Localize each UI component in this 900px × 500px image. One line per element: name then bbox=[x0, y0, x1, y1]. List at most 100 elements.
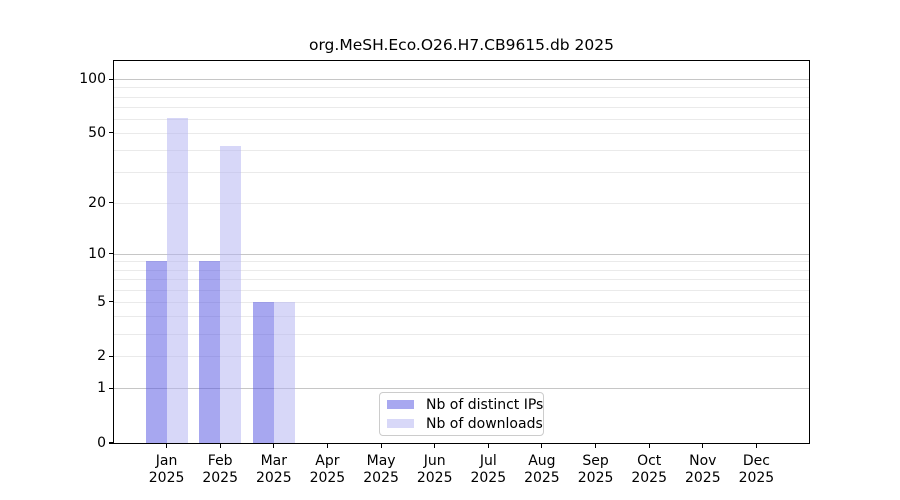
month-name: Jan bbox=[155, 453, 178, 469]
x-tick-oct bbox=[648, 443, 650, 448]
major-gridline-100 bbox=[114, 79, 809, 81]
y-tick-5 bbox=[109, 301, 114, 303]
y-tick-10 bbox=[109, 253, 114, 255]
minor-gridline-4 bbox=[114, 316, 809, 318]
x-tick-label-mar: Mar 2025 bbox=[242, 453, 306, 486]
x-tick-label-oct: Oct 2025 bbox=[617, 453, 681, 486]
x-tick-label-nov: Nov 2025 bbox=[671, 453, 735, 486]
legend-label-distinct-ips: Nb of distinct IPs bbox=[426, 396, 544, 413]
month-name: Oct bbox=[637, 453, 662, 469]
major-gridline-1 bbox=[114, 388, 809, 390]
minor-gridline-40 bbox=[114, 150, 809, 152]
y-tick-1 bbox=[109, 387, 114, 389]
month-name: Nov bbox=[689, 453, 717, 469]
minor-gridline-20 bbox=[114, 202, 809, 204]
legend: Nb of distinct IPs Nb of downloads bbox=[379, 392, 544, 436]
month-name: Feb bbox=[207, 453, 233, 469]
x-tick-apr bbox=[326, 443, 328, 448]
gridlines-layer bbox=[114, 61, 809, 443]
x-tick-label-dec: Dec 2025 bbox=[724, 453, 788, 486]
x-tick-label-jun: Jun 2025 bbox=[403, 453, 467, 486]
legend-swatch-distinct-ips bbox=[387, 399, 414, 410]
chart-title: org.MeSH.Eco.O26.H7.CB9615.db 2025 bbox=[308, 36, 615, 54]
bar-mar-distinct-ips bbox=[252, 301, 274, 443]
x-tick-label-aug: Aug 2025 bbox=[510, 453, 574, 486]
month-name: Dec bbox=[742, 453, 770, 469]
month-name: Apr bbox=[315, 453, 340, 469]
minor-gridline-3 bbox=[114, 333, 809, 335]
y-tick-50 bbox=[109, 132, 114, 134]
major-gridline-10 bbox=[114, 253, 809, 255]
month-name: Jun bbox=[423, 453, 446, 469]
x-tick-label-may: May 2025 bbox=[349, 453, 413, 486]
y-tick-0 bbox=[109, 442, 114, 444]
legend-swatch-downloads bbox=[387, 418, 414, 429]
x-tick-jun bbox=[434, 443, 436, 448]
minor-gridline-50 bbox=[114, 132, 809, 134]
month-year: 2025 bbox=[738, 469, 775, 486]
x-tick-aug bbox=[541, 443, 543, 448]
month-year: 2025 bbox=[684, 469, 721, 486]
x-tick-sep bbox=[595, 443, 597, 448]
x-tick-dec bbox=[755, 443, 757, 448]
x-tick-jan bbox=[166, 443, 168, 448]
x-tick-mar bbox=[273, 443, 275, 448]
month-year: 2025 bbox=[577, 469, 614, 486]
minor-gridline-6 bbox=[114, 289, 809, 291]
y-tick-20 bbox=[109, 202, 114, 204]
minor-gridline-70 bbox=[114, 106, 809, 108]
minor-gridline-30 bbox=[114, 172, 809, 174]
y-tick-label-10: 10 bbox=[88, 245, 106, 262]
x-tick-jul bbox=[487, 443, 489, 448]
plot-area bbox=[113, 60, 810, 444]
legend-entry-downloads: Nb of downloads bbox=[387, 417, 543, 431]
bar-jan-distinct-ips bbox=[145, 261, 167, 443]
month-year: 2025 bbox=[470, 469, 507, 486]
y-tick-label-1: 1 bbox=[97, 380, 106, 397]
minor-gridline-8 bbox=[114, 269, 809, 271]
minor-gridline-80 bbox=[114, 96, 809, 98]
x-tick-label-feb: Feb 2025 bbox=[188, 453, 252, 486]
month-name: Sep bbox=[582, 453, 609, 469]
x-tick-label-apr: Apr 2025 bbox=[295, 453, 359, 486]
month-name: Mar bbox=[260, 453, 287, 469]
minor-gridline-90 bbox=[114, 87, 809, 89]
minor-gridline-5 bbox=[114, 301, 809, 303]
legend-label-downloads: Nb of downloads bbox=[426, 415, 543, 432]
bar-mar-downloads bbox=[273, 301, 295, 443]
y-tick-100 bbox=[109, 78, 114, 80]
month-year: 2025 bbox=[148, 469, 185, 486]
x-tick-label-jul: Jul 2025 bbox=[456, 453, 520, 486]
x-tick-feb bbox=[219, 443, 221, 448]
x-tick-label-sep: Sep 2025 bbox=[564, 453, 628, 486]
bar-feb-downloads bbox=[220, 146, 242, 443]
y-tick-2 bbox=[109, 355, 114, 357]
x-tick-nov bbox=[702, 443, 704, 448]
x-tick-label-jan: Jan 2025 bbox=[135, 453, 199, 486]
bar-jan-downloads bbox=[166, 117, 188, 443]
y-tick-label-50: 50 bbox=[88, 124, 106, 141]
month-year: 2025 bbox=[363, 469, 399, 486]
month-name: May bbox=[366, 453, 396, 469]
y-tick-label-0: 0 bbox=[97, 435, 106, 451]
legend-entry-distinct-ips: Nb of distinct IPs bbox=[387, 398, 543, 412]
y-tick-label-5: 5 bbox=[97, 293, 106, 310]
month-year: 2025 bbox=[524, 469, 560, 486]
minor-gridline-2 bbox=[114, 356, 809, 358]
month-year: 2025 bbox=[309, 469, 346, 486]
y-tick-label-100: 100 bbox=[79, 71, 106, 88]
y-tick-label-2: 2 bbox=[97, 348, 106, 365]
y-tick-label-20: 20 bbox=[88, 194, 106, 211]
minor-gridline-60 bbox=[114, 118, 809, 120]
month-year: 2025 bbox=[255, 469, 292, 486]
month-year: 2025 bbox=[631, 469, 667, 486]
bars-layer bbox=[114, 61, 809, 443]
minor-gridline-9 bbox=[114, 261, 809, 263]
bar-feb-distinct-ips bbox=[199, 261, 221, 443]
month-name: Jul bbox=[479, 453, 497, 469]
minor-gridline-7 bbox=[114, 279, 809, 280]
x-tick-may bbox=[380, 443, 382, 448]
month-year: 2025 bbox=[416, 469, 453, 486]
month-year: 2025 bbox=[202, 469, 238, 486]
